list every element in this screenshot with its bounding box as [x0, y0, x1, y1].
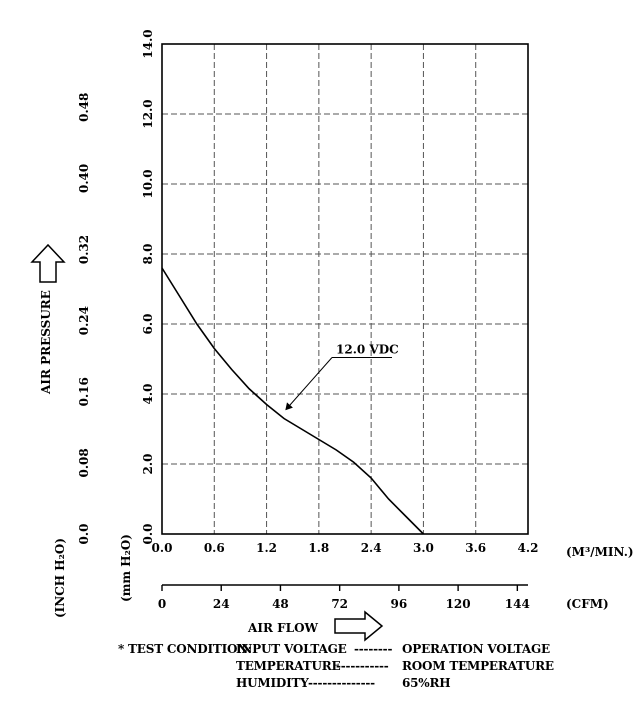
right-arrow-icon	[334, 610, 384, 642]
y-tick-label-mm: 2.0	[141, 454, 155, 475]
x-tick-label: 4.2	[518, 541, 539, 555]
y-tick-label-mm: 0.0	[141, 524, 155, 545]
condition-input-voltage-dashes: --------	[354, 642, 393, 656]
condition-input-voltage-label: INPUT VOLTAGE	[236, 642, 347, 656]
cfm-tick-label: 96	[391, 597, 408, 611]
cfm-tick-label: 72	[331, 597, 348, 611]
y-tick-label-mm: 4.0	[141, 384, 155, 405]
condition-temperature-label: TEMPERATURE	[236, 659, 341, 673]
condition-humidity-dashes: --------------	[308, 676, 375, 690]
condition-temperature-value: ROOM TEMPERATURE	[402, 659, 554, 673]
y-tick-label-mm: 12.0	[141, 99, 155, 128]
cfm-tick-label: 120	[446, 597, 471, 611]
condition-humidity-value: 65%RH	[402, 676, 451, 690]
y-tick-label-inch: 0.48	[77, 93, 91, 122]
y-tick-label-inch: 0.08	[77, 448, 91, 477]
annotation-label: 12.0 VDC	[336, 343, 399, 357]
grid	[162, 44, 528, 534]
cfm-tick-label: 24	[213, 597, 230, 611]
y-axis-label: AIR PRESSURE	[39, 290, 53, 395]
y-tick-label-mm: 14.0	[141, 29, 155, 58]
y-tick-label-mm: 6.0	[141, 314, 155, 335]
y-tick-label-inch: 0.24	[77, 306, 91, 335]
cfm-tick-label: 144	[505, 597, 530, 611]
y-tick-label-mm: 8.0	[141, 244, 155, 265]
up-arrow-icon	[30, 243, 66, 283]
plot-frame	[161, 43, 529, 535]
annotation-leader-line	[285, 357, 333, 411]
x-tick-label: 0.0	[152, 541, 173, 555]
x-tick-label: 1.8	[308, 541, 329, 555]
condition-input-voltage-value: OPERATION VOLTAGE	[402, 642, 550, 656]
y-unit-inch-label: (INCH H₂O)	[53, 538, 67, 618]
y-tick-label-mm: 10.0	[141, 169, 155, 198]
y-tick-label-inch: 0.32	[77, 235, 91, 264]
tick-labels: 0.0 0.6 1.2 1.8 2.4 3.0 3.6 4.2 0.0 2.0 4.0 6.0 8.0 1…	[77, 29, 538, 611]
condition-humidity-label: HUMIDITY	[236, 676, 309, 690]
x-tick-label: 0.6	[204, 541, 225, 555]
y-unit-mm-label: (mm H₂O)	[119, 534, 133, 602]
y-tick-label-inch: 0.40	[77, 164, 91, 193]
test-condition-lead: * TEST CONDITION:	[118, 642, 252, 656]
series-layer: 12.0 VDC	[161, 267, 424, 535]
x-tick-label: 3.6	[465, 541, 486, 555]
x-unit-secondary-label: (CFM)	[566, 597, 609, 611]
x-tick-label: 3.0	[413, 541, 434, 555]
x-tick-label: 2.4	[361, 541, 382, 555]
x-unit-primary-label: (M³/MIN.)	[566, 545, 634, 559]
series-line-12vdc	[161, 267, 424, 535]
cfm-tick-label: 0	[158, 597, 166, 611]
y-tick-label-inch: 0.0	[77, 524, 91, 545]
y-tick-label-inch: 0.16	[77, 377, 91, 406]
condition-temperature-dashes: -----------	[336, 659, 389, 673]
x-tick-label: 1.2	[256, 541, 277, 555]
cfm-tick-label: 48	[272, 597, 289, 611]
x-axis-label: AIR FLOW	[247, 621, 318, 635]
